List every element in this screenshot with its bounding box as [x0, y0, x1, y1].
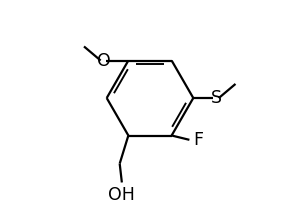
Text: F: F: [193, 131, 203, 149]
Text: S: S: [211, 89, 221, 107]
Text: OH: OH: [108, 186, 135, 204]
Text: O: O: [97, 52, 110, 69]
